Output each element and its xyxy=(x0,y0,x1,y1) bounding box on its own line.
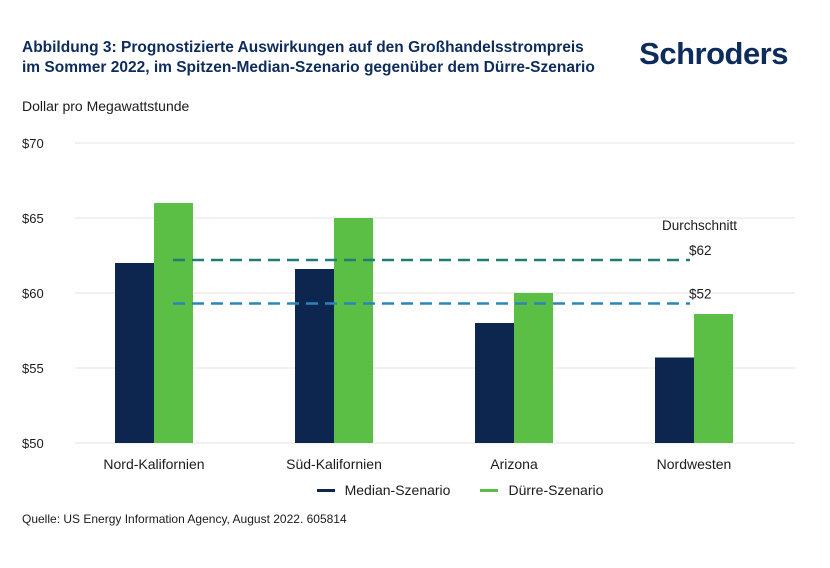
y-tick-label: $50 xyxy=(22,436,44,451)
legend-label-drought: Dürre-Szenario xyxy=(508,482,604,498)
average-line-label: $52 xyxy=(689,287,712,302)
average-line-label: $62 xyxy=(689,243,712,258)
legend-label-median: Median-Szenario xyxy=(344,482,451,498)
average-reference-lines: Durchschnitt $62 $52 xyxy=(173,218,737,305)
bar-drought xyxy=(694,314,733,443)
legend-swatch-median xyxy=(316,488,335,492)
bar-median xyxy=(655,357,694,443)
average-header-label: Durchschnitt xyxy=(662,218,737,233)
source-note: Quelle: US Energy Information Agency, Au… xyxy=(22,512,347,526)
bar-drought xyxy=(334,218,373,443)
x-tick-label: Nordwesten xyxy=(657,456,732,472)
x-tick-label: Süd-Kalifornien xyxy=(286,456,382,472)
y-tick-label: $70 xyxy=(22,136,44,151)
y-tick-label: $65 xyxy=(22,211,44,226)
x-tick-label: Nord-Kalifornien xyxy=(103,456,204,472)
legend-item-drought: Dürre-Szenario xyxy=(480,482,603,498)
schroders-logo: Schroders xyxy=(639,36,788,71)
x-axis-ticks: Nord-Kalifornien Süd-Kalifornien Arizona No… xyxy=(103,456,731,472)
legend: Median-Szenario Dürre-Szenario xyxy=(0,482,830,498)
bars xyxy=(115,203,733,443)
bar-median xyxy=(295,269,334,443)
bar-drought xyxy=(154,203,193,443)
chart-title-line-2: im Sommer 2022, im Spitzen-Median-Szenar… xyxy=(22,59,595,76)
x-tick-label: Arizona xyxy=(490,456,538,472)
legend-swatch-drought xyxy=(480,488,499,492)
chart-title-line-1: Abbildung 3: Prognostizierte Auswirkunge… xyxy=(22,39,584,56)
chart-title: Abbildung 3: Prognostizierte Auswirkunge… xyxy=(22,38,602,78)
legend-item-median: Median-Szenario xyxy=(316,482,451,498)
y-tick-label: $60 xyxy=(22,286,44,301)
bar-drought xyxy=(514,293,553,443)
y-axis-ticks: $50 $55 $60 $65 $70 xyxy=(22,136,44,451)
y-tick-label: $55 xyxy=(22,361,44,376)
bar-median xyxy=(475,323,514,443)
y-axis-unit-label: Dollar pro Megawattstunde xyxy=(22,98,190,114)
bar-median xyxy=(115,263,154,443)
